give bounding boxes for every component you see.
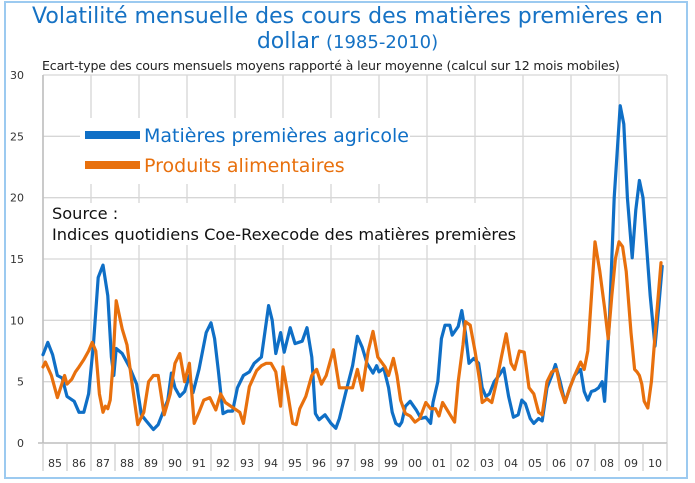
source-line-2: Indices quotidiens Coe-Rexecode des mati… — [52, 225, 517, 244]
y-tick-label: 15 — [10, 253, 24, 266]
x-tick-label: 04 — [504, 457, 518, 470]
x-tick-label: 05 — [528, 457, 542, 470]
series-line-alimentaires — [41, 240, 663, 427]
x-tick-label: 08 — [600, 457, 614, 470]
y-axis: 0 5 10 15 20 25 30 — [10, 69, 44, 450]
x-tick-label: 99 — [384, 457, 398, 470]
y-tick-label: 10 — [10, 314, 24, 327]
source-annotation: Source : Indices quotidiens Coe-Rexecode… — [52, 203, 521, 245]
x-tick-label: 96 — [312, 457, 326, 470]
x-tick-label: 01 — [432, 457, 446, 470]
series-lines — [41, 104, 664, 432]
chart-frame — [4, 1, 688, 479]
legend-swatch-agricoles — [85, 131, 140, 139]
legend-label-alimentaires: Produits alimentaires — [144, 155, 345, 177]
chart-title-period: (1985-2010) — [326, 32, 439, 53]
source-line-1: Source : — [52, 204, 119, 223]
x-axis: 85 86 87 88 89 90 91 92 93 94 95 96 97 98 99 00 01 02 03 04… — [38, 442, 668, 471]
x-tick-label: 98 — [360, 457, 374, 470]
chart-title-text: Volatilité mensuelle des cours des matiè… — [32, 4, 663, 54]
y-tick-label: 0 — [17, 437, 24, 450]
x-tick-label: 92 — [216, 457, 230, 470]
x-tick-label: 88 — [120, 457, 134, 470]
x-tick-label: 89 — [144, 457, 158, 470]
chart-subtitle: Ecart-type des cours mensuels moyens rap… — [42, 58, 620, 73]
x-tick-label: 02 — [456, 457, 470, 470]
y-tick-label: 20 — [10, 192, 24, 205]
x-tick-label: 00 — [408, 457, 422, 470]
x-tick-label: 03 — [480, 457, 494, 470]
legend: Matières premières agricoles Produits al… — [80, 118, 410, 184]
x-tick-label: 09 — [624, 457, 638, 470]
y-tick-label: 5 — [17, 376, 24, 389]
y-tick-label: 25 — [10, 130, 24, 143]
x-tick-label: 07 — [576, 457, 590, 470]
x-tick-label: 95 — [288, 457, 302, 470]
x-tick-label: 06 — [552, 457, 566, 470]
chart-title: Volatilité mensuelle des cours des matiè… — [0, 4, 695, 55]
x-tick-label: 87 — [96, 457, 110, 470]
x-tick-label: 85 — [48, 457, 62, 470]
x-tick-label: 91 — [192, 457, 206, 470]
legend-swatch-alimentaires — [85, 161, 140, 169]
x-tick-label: 10 — [648, 457, 662, 470]
x-tick-label: 90 — [168, 457, 182, 470]
x-tick-label: 86 — [72, 457, 86, 470]
x-tick-label: 93 — [240, 457, 254, 470]
x-tick-label: 94 — [264, 457, 278, 470]
legend-label-agricoles: Matières premières agricoles — [144, 125, 410, 147]
y-tick-label: 30 — [10, 69, 24, 82]
x-tick-label: 97 — [336, 457, 350, 470]
